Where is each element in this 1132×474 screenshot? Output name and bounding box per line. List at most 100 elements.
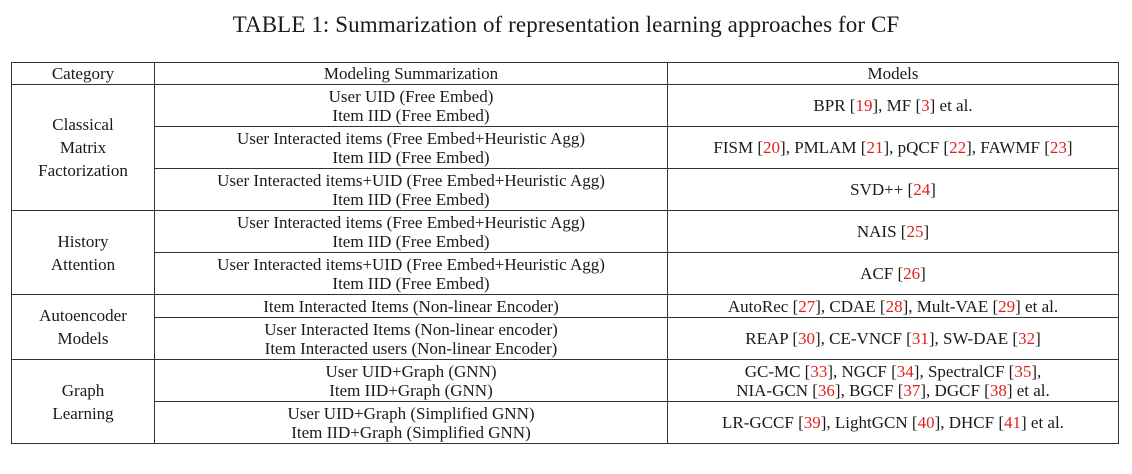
citation-link[interactable]: 29 <box>998 296 1016 316</box>
models-line: BPR [19], MF [3] et al. <box>672 96 1114 115</box>
summary-line: User Interacted items+UID (Free Embed+He… <box>217 170 605 190</box>
modeling-summary-cell: User UID (Free Embed) Item IID (Free Embe… <box>154 84 668 127</box>
category-cell: Classical Matrix Factorization <box>11 84 155 211</box>
models-cell: AutoRec [27], CDAE [28], Mult-VAE [29] e… <box>667 294 1119 318</box>
category-label-line: Learning <box>52 403 114 423</box>
summary-line: Item IID+Graph (Simplified GNN) <box>291 422 531 442</box>
citation-link[interactable]: 22 <box>949 138 967 157</box>
citation-link[interactable]: 41 <box>1003 413 1021 432</box>
models-text: ] <box>920 264 926 283</box>
table-row: User Interacted Items (Non-linear encode… <box>12 317 1119 360</box>
models-text: GC-MC [ <box>744 361 811 381</box>
models-line: SVD++ [24] <box>672 180 1114 199</box>
models-text: ] <box>923 222 930 241</box>
category-label-line: Models <box>57 329 109 348</box>
citation-link[interactable]: 32 <box>1018 329 1036 348</box>
summary-line: Item IID (Free Embed) <box>332 105 490 125</box>
models-text: ], DHCF [ <box>934 413 1004 432</box>
models-text: ] et al. <box>1020 413 1064 432</box>
summary-line: User UID (Free Embed) <box>328 86 494 106</box>
category-cell: History Attention <box>11 210 155 295</box>
citation-link[interactable]: 38 <box>989 380 1007 400</box>
citation-link[interactable]: 36 <box>817 380 835 400</box>
summary-line: Item IID (Free Embed) <box>332 189 490 209</box>
citation-link[interactable]: 19 <box>855 96 873 115</box>
models-text: ], <box>1031 361 1042 381</box>
summary-line: User Interacted items (Free Embed+Heuris… <box>236 128 586 148</box>
citation-link[interactable]: 24 <box>913 180 931 199</box>
citation-link[interactable]: 40 <box>917 413 935 432</box>
models-line: ACF [26] <box>672 264 1114 283</box>
models-cell: GC-MC [33], NGCF [34], SpectralCF [35], N… <box>667 359 1119 402</box>
table-row: Autoencoder Models Item Interacted Items (… <box>11 294 1119 360</box>
modeling-summary-cell: Item Interacted Items (Non-linear Encode… <box>154 294 668 318</box>
summary-line: Item Interacted users (Non-linear Encode… <box>264 338 558 358</box>
models-text: ], CDAE [ <box>815 296 886 316</box>
category-cell: Autoencoder Models <box>11 294 155 360</box>
table-row: User Interacted items+UID (Free Embed+He… <box>12 168 1119 211</box>
models-cell: LR-GCCF [39], LightGCN [40], DHCF [41] e… <box>667 401 1119 444</box>
models-line: REAP [30], CE-VNCF [31], SW-DAE [32] <box>672 329 1114 348</box>
summary-line: Item IID (Free Embed) <box>332 231 490 251</box>
models-text: ], LightGCN [ <box>820 413 918 432</box>
table-row: User UID+Graph (Simplified GNN) Item IID+… <box>12 401 1119 444</box>
models-text: ], CE-VNCF [ <box>815 329 912 348</box>
models-text: NAIS [ <box>856 222 907 241</box>
citation-link[interactable]: 25 <box>906 222 924 241</box>
citation-link[interactable]: 31 <box>911 329 929 348</box>
table-body: Classical Matrix Factorization User UID (Fr… <box>11 84 1119 444</box>
models-text: ] <box>930 180 936 199</box>
citation-link[interactable]: 37 <box>903 380 921 400</box>
models-text: ] <box>1035 329 1041 348</box>
citation-link[interactable]: 35 <box>1014 361 1032 381</box>
citation-link[interactable]: 27 <box>798 296 816 316</box>
models-text: ], FAWMF [ <box>966 138 1050 157</box>
models-line: FISM [20], PMLAM [21], pQCF [22], FAWMF … <box>672 138 1114 157</box>
models-text: ], NGCF [ <box>827 361 897 381</box>
modeling-summary-cell: User Interacted items+UID (Free Embed+He… <box>154 252 668 295</box>
models-text: LR-GCCF [ <box>722 413 804 432</box>
header-category: Category <box>11 62 155 85</box>
citation-link[interactable]: 3 <box>921 96 930 115</box>
models-text: ], Mult-VAE [ <box>902 296 999 316</box>
models-line: LR-GCCF [39], LightGCN [40], DHCF [41] e… <box>672 413 1114 432</box>
models-text: NIA-GCN [ <box>736 380 818 400</box>
summary-line: User Interacted items (Free Embed+Heuris… <box>236 212 586 232</box>
models-text: ], DGCF [ <box>920 380 990 400</box>
models-text: ACF [ <box>860 264 904 283</box>
models-text: AutoRec [ <box>727 296 799 316</box>
category-label-line: Graph <box>61 380 105 400</box>
summary-line: User UID+Graph (Simplified GNN) <box>287 403 535 423</box>
category-cell: Graph Learning <box>11 359 155 444</box>
citation-link[interactable]: 23 <box>1049 138 1067 157</box>
models-text: FISM [ <box>713 138 764 157</box>
table-row: Graph Learning User UID+Graph (GNN) Item II… <box>11 359 1119 444</box>
citation-link[interactable]: 28 <box>885 296 903 316</box>
citation-link[interactable]: 39 <box>803 413 821 432</box>
header-row: Category Modeling Summarization Models <box>11 62 1119 85</box>
header-modeling-summarization: Modeling Summarization <box>154 62 668 85</box>
models-line: AutoRec [27], CDAE [28], Mult-VAE [29] e… <box>672 297 1114 316</box>
citation-link[interactable]: 21 <box>866 138 884 157</box>
models-cell: REAP [30], CE-VNCF [31], SW-DAE [32] <box>667 317 1119 360</box>
models-text: ] et al. <box>1006 380 1050 400</box>
models-text: BPR [ <box>813 96 856 115</box>
citation-link[interactable]: 34 <box>896 361 914 381</box>
models-text: ], PMLAM [ <box>780 138 867 157</box>
models-text: ] <box>1066 138 1073 157</box>
models-text: ] et al. <box>929 96 973 115</box>
modeling-summary-cell: User Interacted items (Free Embed+Heuris… <box>154 210 668 253</box>
citation-link[interactable]: 33 <box>810 361 828 381</box>
citation-link[interactable]: 30 <box>798 329 816 348</box>
summary-line: User Interacted items+UID (Free Embed+He… <box>217 254 605 274</box>
summary-line: User UID+Graph (GNN) <box>325 361 497 381</box>
models-cell: SVD++ [24] <box>667 168 1119 211</box>
citation-link[interactable]: 20 <box>763 138 781 157</box>
models-line: NAIS [25] <box>672 222 1114 241</box>
category-label-line: Classical <box>52 115 114 134</box>
citation-link[interactable]: 26 <box>903 264 921 283</box>
models-text: ], SW-DAE [ <box>928 329 1019 348</box>
models-cell: BPR [19], MF [3] et al. <box>667 84 1119 127</box>
models-text: ], SpectralCF [ <box>913 361 1015 381</box>
category-label-line: Attention <box>50 254 116 274</box>
